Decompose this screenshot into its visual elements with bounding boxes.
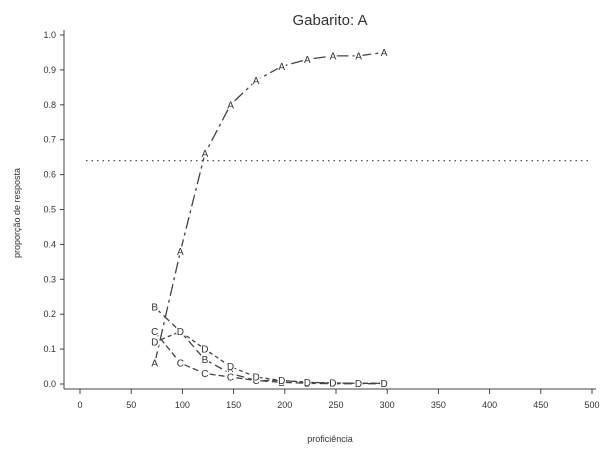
series-marker-label: C [201, 369, 208, 380]
series-marker-label: D [177, 327, 184, 338]
marker-backdrop [277, 375, 286, 385]
y-tick-label: 0.6 [43, 170, 56, 180]
x-tick-label: 450 [533, 400, 548, 410]
series-marker-label: A [278, 62, 285, 73]
y-tick-label: 0.2 [43, 309, 56, 319]
x-tick-label: 0 [77, 400, 82, 410]
series-marker-label: D [227, 362, 234, 373]
series-marker-label: C [227, 373, 234, 384]
series-marker-label: A [177, 247, 184, 258]
marker-backdrop [354, 50, 363, 60]
chart-title: Gabarito: A [292, 12, 367, 29]
marker-backdrop [303, 377, 312, 387]
marker-backdrop [150, 358, 159, 368]
marker-backdrop [354, 378, 363, 388]
series-a: A A A A A A A A A A [150, 47, 389, 370]
marker-backdrop [252, 75, 261, 85]
series-d: D D D D D D D D D D [150, 326, 389, 390]
y-tick-label: 0.5 [43, 205, 56, 215]
x-axis-label: proficiência [307, 434, 353, 444]
x-tick-label: 200 [277, 400, 292, 410]
series-marker-label: D [253, 373, 260, 384]
x-tick-label: 500 [584, 400, 599, 410]
y-tick-label: 1.0 [43, 30, 56, 40]
marker-backdrop [380, 47, 389, 57]
marker-backdrop [176, 246, 185, 256]
y-tick-label: 0.7 [43, 135, 56, 145]
marker-backdrop [150, 326, 159, 336]
series-b: BBBBBBBBBB [150, 302, 389, 390]
y-tick-label: 0.0 [43, 379, 56, 389]
series-marker-label: D [201, 345, 208, 356]
y-tick-label: 0.1 [43, 344, 56, 354]
x-tick-label: 350 [431, 400, 446, 410]
y-tick-label: 0.3 [43, 274, 56, 284]
series-marker-label: A [202, 149, 209, 160]
series-marker-label: B [151, 303, 158, 314]
marker-backdrop [150, 337, 159, 347]
series-line [154, 306, 385, 385]
marker-backdrop [200, 344, 209, 354]
x-tick-label: 100 [175, 400, 190, 410]
marker-backdrop [380, 378, 389, 388]
y-tick-label: 0.8 [43, 100, 56, 110]
y-tick-label: 0.4 [43, 239, 56, 249]
marker-backdrop [226, 361, 235, 371]
series-line [154, 330, 385, 384]
marker-backdrop [176, 358, 185, 368]
series-layer: AAAAAAAAAABBBBBBBBBBCCCCCCCCCCDDDDDDDDDD [150, 47, 389, 390]
marker-backdrop [328, 50, 337, 60]
series-marker-label: A [381, 48, 388, 59]
marker-backdrop [277, 61, 286, 71]
x-tick-label: 250 [328, 400, 343, 410]
series-marker-label: C [151, 327, 158, 338]
marker-backdrop [200, 148, 209, 158]
series-line [154, 331, 385, 384]
series-marker-label: D [278, 376, 285, 387]
series-line [154, 51, 385, 364]
series-marker-label: D [381, 379, 388, 390]
marker-backdrop [226, 99, 235, 109]
series-marker-label: C [253, 376, 260, 387]
series-marker-label: D [329, 378, 336, 389]
series-marker-label: D [151, 338, 158, 349]
marker-backdrop [200, 354, 209, 364]
y-axis-label: proporção de resposta [12, 168, 22, 258]
axes: 0.0 0.1 0.2 0.3 0.4 0.5 0.6 0.7 0.8 0.9 1.0 0 50 100 1… [43, 30, 600, 410]
marker-backdrop [150, 302, 159, 312]
series-marker-label: C [177, 359, 184, 370]
series-marker-label: A [227, 100, 234, 111]
series-marker-label: D [304, 378, 311, 389]
series-marker-label: D [355, 379, 362, 390]
marker-backdrop [176, 326, 185, 336]
series-marker-label: A [355, 51, 362, 62]
x-tick-label: 300 [380, 400, 395, 410]
series-marker-label: A [253, 76, 260, 87]
marker-backdrop [328, 377, 337, 387]
marker-backdrop [226, 372, 235, 382]
series-marker-label: B [202, 355, 209, 366]
x-tick-label: 400 [482, 400, 497, 410]
marker-backdrop [200, 368, 209, 378]
marker-backdrop [303, 54, 312, 64]
series-marker-label: A [151, 359, 158, 370]
series-marker-label: A [330, 51, 337, 62]
marker-backdrop [252, 372, 261, 382]
x-tick-label: 50 [126, 400, 136, 410]
y-tick-label: 0.9 [43, 65, 56, 75]
x-tick-label: 150 [226, 400, 241, 410]
series-marker-label: A [304, 55, 311, 66]
